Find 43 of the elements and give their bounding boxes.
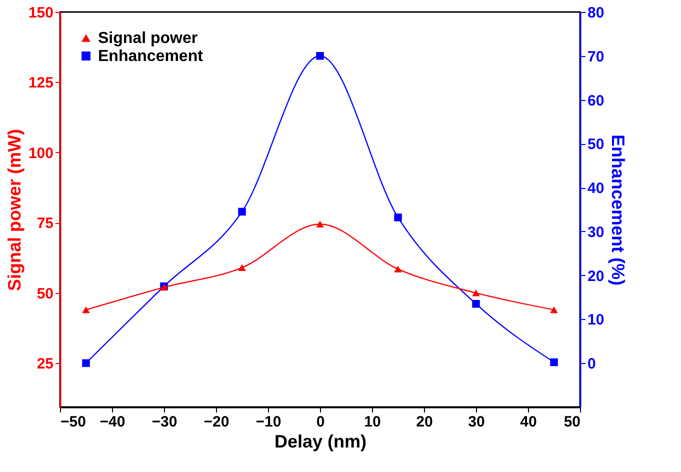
y2-tick-label: 10: [588, 312, 604, 329]
point: [472, 300, 480, 308]
y2-tick-label: 0: [588, 356, 596, 373]
y2-tick-label: 50: [588, 136, 604, 154]
x-tick-label: 40: [520, 414, 537, 430]
point: [550, 306, 558, 314]
y2-tick-label: 60: [588, 92, 604, 110]
point: [394, 266, 402, 272]
y-tick-label: 150: [28, 4, 54, 22]
x-tick-label: −30: [152, 414, 178, 430]
y2-tick-label: 70: [588, 48, 604, 66]
x-axis-title: Delay (nm): [274, 432, 367, 452]
x-tick-label: 50: [564, 414, 580, 430]
point: [82, 359, 90, 367]
point: [316, 52, 324, 60]
point: [238, 264, 246, 272]
y2-tick-label: 30: [588, 224, 604, 241]
y-axis-title: Signal power (mW): [4, 128, 24, 291]
y2-tick-label: 20: [588, 268, 604, 285]
point: [238, 208, 246, 216]
y2-tick-label: 40: [588, 180, 604, 198]
point: [82, 306, 90, 314]
x-tick-label: −50: [60, 414, 86, 430]
legend-label: Enhancement: [98, 48, 204, 65]
y2-axis-title: Enhancement (%): [608, 134, 628, 286]
x-tick-label: −10: [256, 414, 282, 430]
y-tick-label: 75: [36, 215, 54, 232]
y-tick-label: 125: [28, 74, 54, 92]
point: [316, 220, 324, 228]
x-tick-label: 30: [468, 414, 485, 430]
x-tick-label: 20: [416, 414, 433, 430]
x-tick-label: 10: [364, 414, 381, 430]
y-tick-label: 25: [36, 356, 54, 373]
y-tick-label: 50: [36, 285, 54, 302]
x-tick-label: −40: [100, 414, 126, 430]
x-tick-label: −20: [204, 414, 230, 430]
legend-label: Signal power: [98, 30, 198, 47]
y2-tick-label: 80: [588, 4, 604, 22]
x-tick-label: 0: [316, 414, 325, 430]
point: [472, 290, 480, 296]
y-tick-label: 100: [28, 144, 54, 162]
point: [550, 358, 558, 366]
point: [394, 214, 402, 222]
